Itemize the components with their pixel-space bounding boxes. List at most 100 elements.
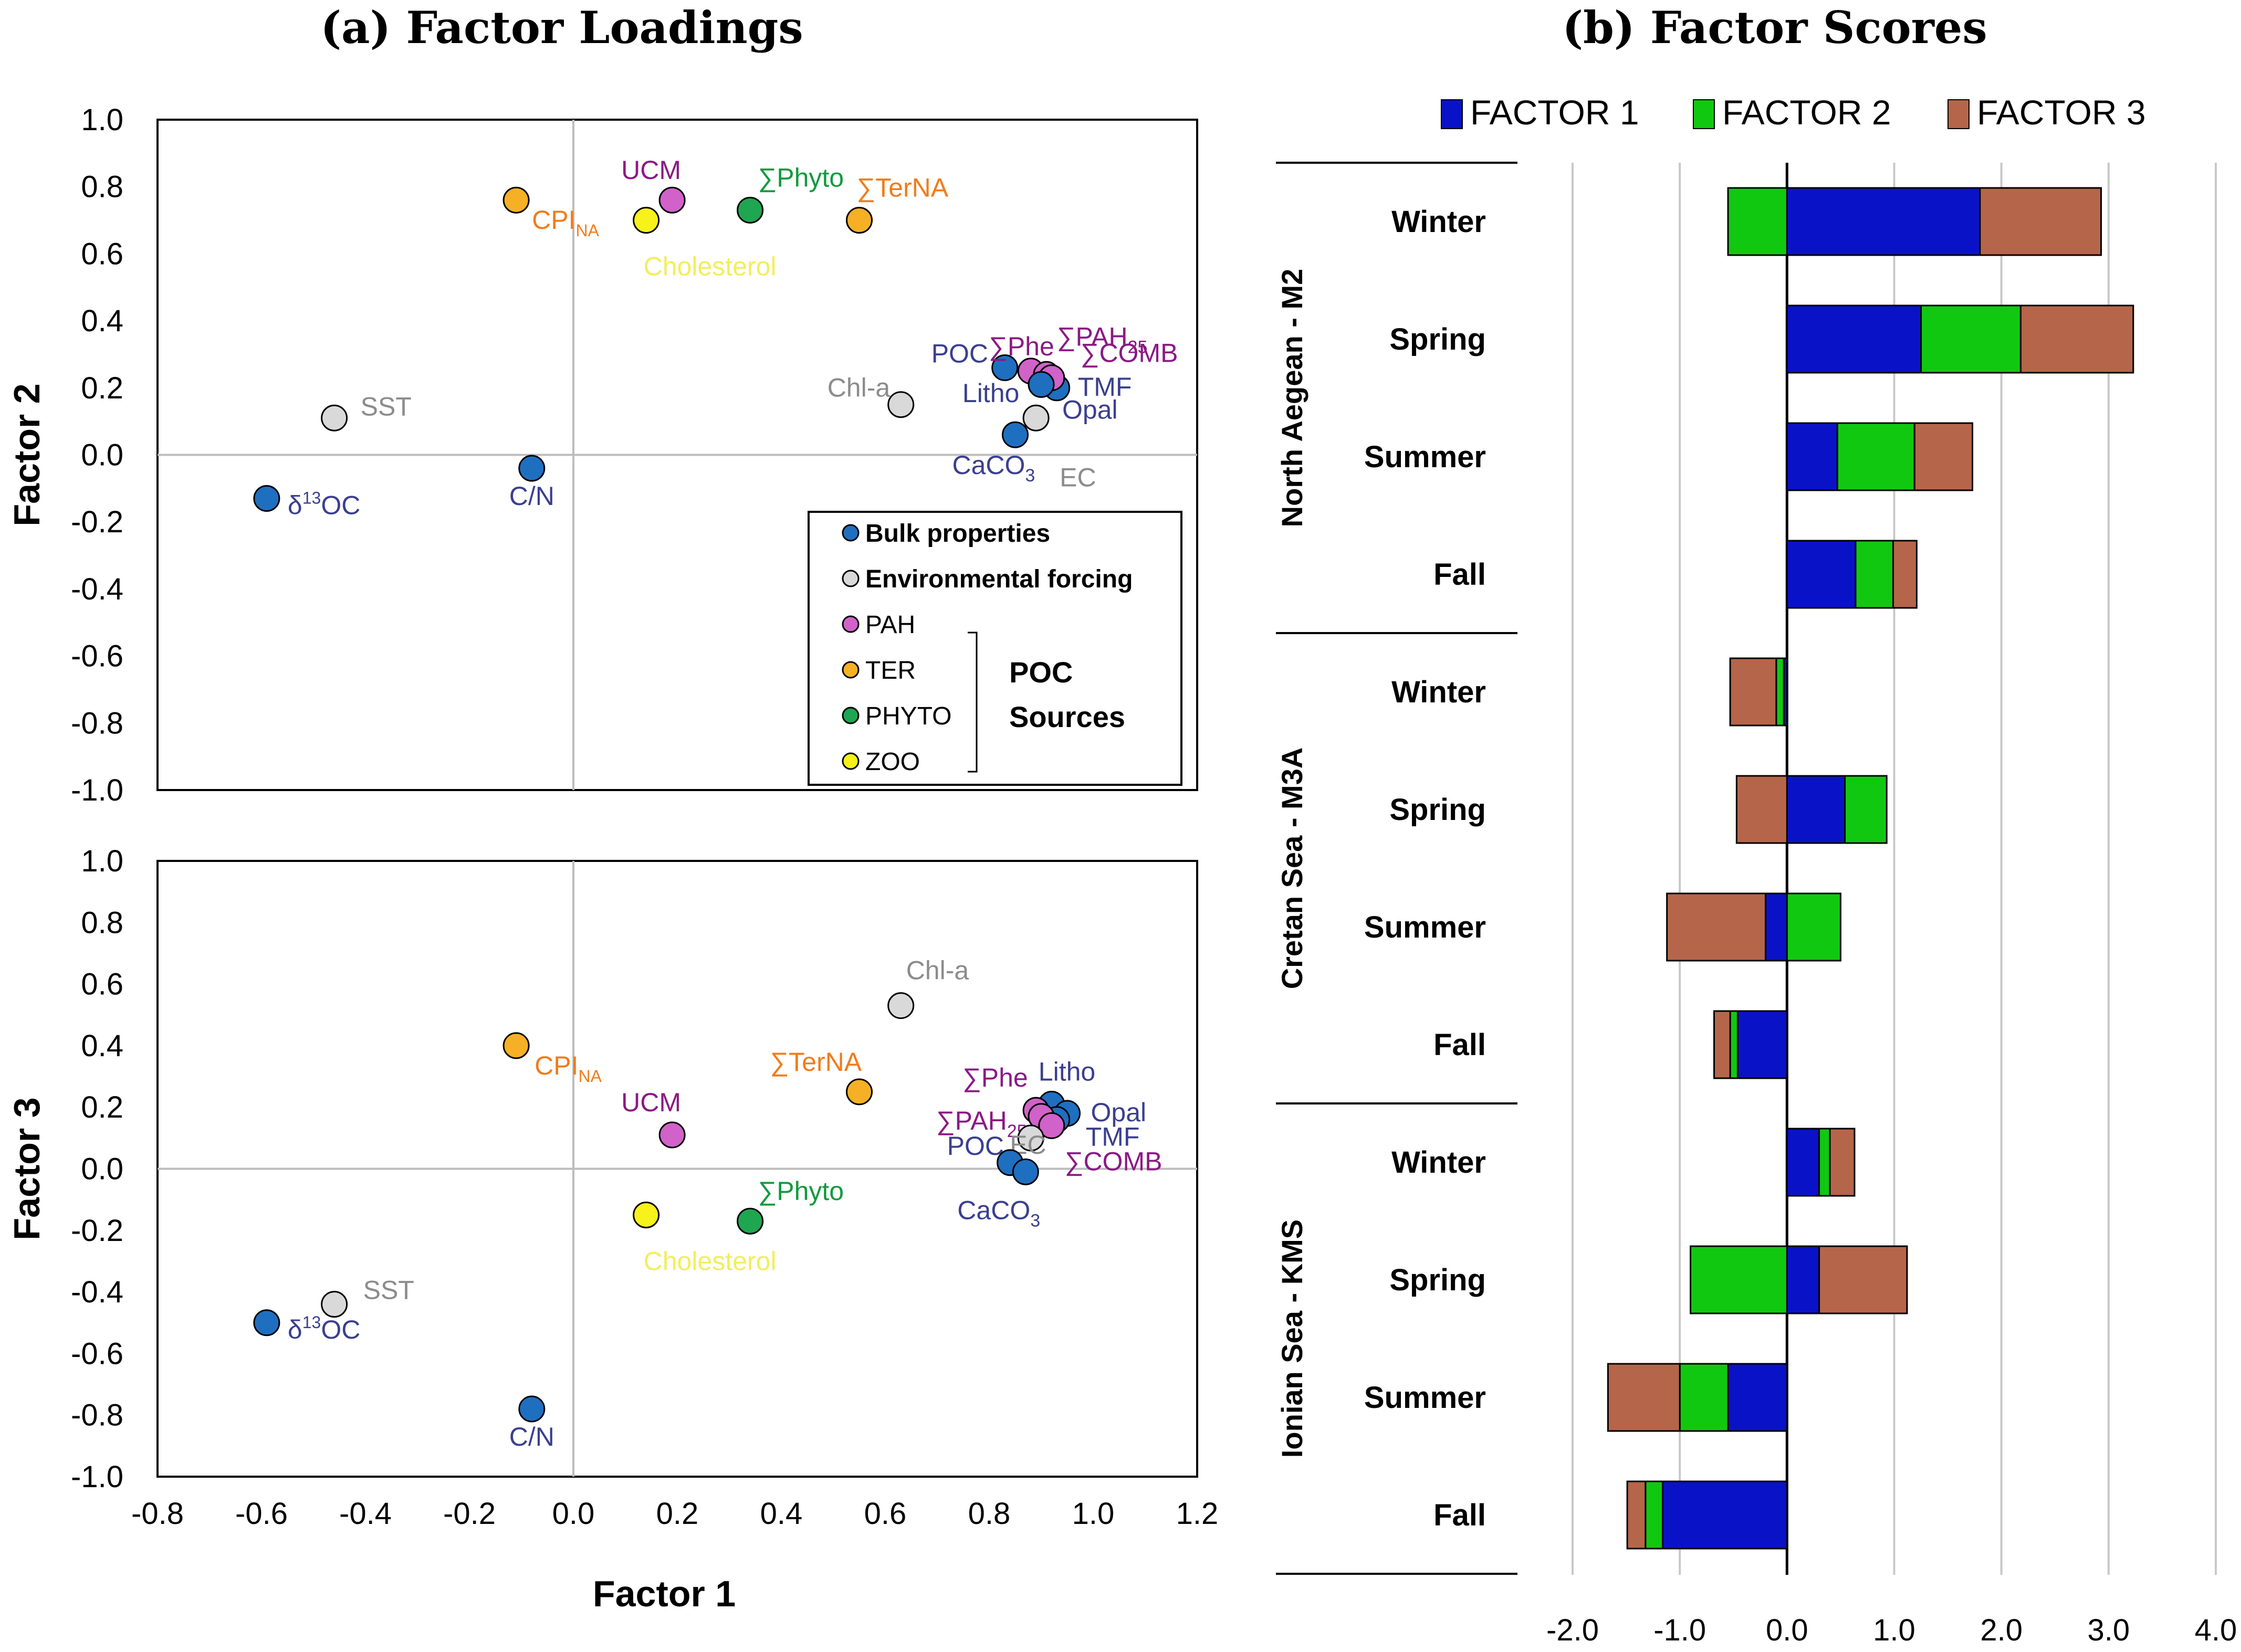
legend-label: FACTOR 1 xyxy=(1470,93,1639,132)
group-label: Ionian Sea - KMS xyxy=(1275,1219,1308,1458)
point-label: Chl-a xyxy=(828,373,891,403)
point-label: δ13OC xyxy=(288,1313,360,1344)
factor-scores-bar-chart: -2.0 -1.0 0.0 1.0 2.0 3.0 4.0 FACTOR 1 FACTOR 2 F… xyxy=(1275,93,2237,1647)
point-label: ∑Phyto xyxy=(758,1176,844,1206)
bar-segment xyxy=(1892,540,1918,609)
data-point xyxy=(502,186,530,214)
y-tick-label: -0.8 xyxy=(71,1398,123,1433)
x-tick-label: 1.2 xyxy=(1176,1497,1219,1531)
x-tick-label: 0.0 xyxy=(1766,1613,1808,1647)
legend-label: ZOO xyxy=(865,748,920,776)
data-point xyxy=(321,404,348,432)
label-part: δ xyxy=(288,1315,302,1344)
x-tick-label: 0.0 xyxy=(552,1497,595,1531)
legend-label: FACTOR 3 xyxy=(1977,93,2146,132)
point-label: POC xyxy=(947,1131,1004,1161)
bar-segment xyxy=(1836,422,1915,491)
y-tick-label: -0.2 xyxy=(71,505,123,539)
data-point xyxy=(1028,371,1055,398)
point-label: Chl-a xyxy=(906,956,969,985)
point-label: EC xyxy=(1060,462,1096,492)
bar-segment xyxy=(1818,1128,1831,1197)
y-tick-label: -0.4 xyxy=(71,572,123,606)
data-point xyxy=(846,207,873,234)
legend-bracket xyxy=(968,632,978,773)
factor3-scatter-plot: 1.00.80.60.40.20.0-0.2-0.4-0.6-0.8-1.0Fa… xyxy=(6,844,1218,1531)
x-tick-label: 0.8 xyxy=(968,1497,1011,1531)
legend-label: FACTOR 2 xyxy=(1722,93,1891,132)
x-tick-label: -0.4 xyxy=(339,1497,392,1531)
point-label: TMF xyxy=(1078,372,1132,402)
data-point xyxy=(887,391,915,418)
label-part: δ xyxy=(288,491,302,520)
bar-segment xyxy=(1666,892,1767,962)
y-tick-label: 0.4 xyxy=(81,1029,123,1063)
point-label: C/N xyxy=(509,481,554,511)
legend-label: PHYTO xyxy=(865,702,951,730)
point-label: Cholesterol xyxy=(644,1246,777,1276)
point-label: ∑Phe xyxy=(989,332,1054,361)
y-tick-label: 0.6 xyxy=(81,237,123,271)
season-label: Summer xyxy=(1364,910,1486,944)
y-tick-label: 1.0 xyxy=(81,844,123,878)
season-label: Fall xyxy=(1433,1498,1486,1532)
legend-box: Bulk properties Environmental forcing PAH T… xyxy=(808,511,1182,786)
y-tick-label: 0.4 xyxy=(81,304,123,338)
bar-segment xyxy=(1713,1010,1731,1079)
bar-segment xyxy=(1626,1480,1647,1550)
data-point xyxy=(518,1395,546,1423)
legend-marker xyxy=(842,615,860,633)
bar-segment xyxy=(1729,1010,1739,1079)
bar-segment xyxy=(1786,775,1846,844)
x-tick-label: 1.0 xyxy=(1072,1497,1115,1531)
point-label: TMF xyxy=(1086,1122,1140,1152)
legend-marker xyxy=(842,570,860,587)
point-label: Litho xyxy=(1039,1057,1095,1086)
bar-segment xyxy=(1786,1245,1820,1314)
season-label: Summer xyxy=(1364,1381,1486,1415)
point-label: C/N xyxy=(509,1422,554,1451)
data-point xyxy=(253,485,280,512)
point-label: ∑COMB xyxy=(1065,1146,1163,1176)
legend-group-label-1: POC xyxy=(1009,656,1073,689)
legend-marker xyxy=(842,524,860,542)
point-label: Opal xyxy=(1062,395,1118,424)
y-tick-label: -0.8 xyxy=(71,706,123,740)
label-part: ∑PAH xyxy=(1057,322,1128,351)
data-point xyxy=(518,455,546,482)
bar-segment xyxy=(1662,1480,1788,1550)
y-tick-label: 0.0 xyxy=(81,438,123,472)
bar-segment xyxy=(1786,422,1838,491)
point-label: CPINA xyxy=(532,205,599,240)
bar-segment xyxy=(1786,540,1857,609)
point-label: Cholesterol xyxy=(644,252,777,281)
bar-segment xyxy=(1913,422,1974,491)
data-point xyxy=(658,186,686,214)
bar-segment xyxy=(1786,304,1922,374)
point-label: POC xyxy=(931,339,988,368)
bar-segment xyxy=(1786,187,1981,256)
label-sup: 13 xyxy=(302,489,321,508)
legend-group-label-2: Sources xyxy=(1009,700,1125,733)
label-sub: 25 xyxy=(1128,337,1148,357)
bar-segment xyxy=(1786,892,1841,962)
y-tick-label: 0.2 xyxy=(81,371,123,405)
x-tick-label: 2.0 xyxy=(1980,1613,2023,1647)
bar-segment xyxy=(1979,187,2102,256)
bar-segment xyxy=(1844,775,1888,844)
label-sup: 13 xyxy=(302,1313,321,1332)
x-tick-label: 3.0 xyxy=(2088,1613,2130,1647)
x-tick-label: -1.0 xyxy=(1653,1613,1706,1647)
y-tick-label: 0.8 xyxy=(81,906,123,940)
x-tick-label: 0.2 xyxy=(656,1497,699,1531)
bar-segment xyxy=(1727,187,1788,256)
data-point xyxy=(633,1201,660,1228)
season-label: Spring xyxy=(1389,322,1486,356)
x-tick-label: -0.8 xyxy=(131,1497,184,1531)
y-tick-label: 0.0 xyxy=(81,1152,123,1186)
point-label: CPINA xyxy=(535,1051,602,1086)
legend-marker xyxy=(842,752,860,770)
data-point xyxy=(737,196,764,224)
panel-a-title: (a) Factor Loadings xyxy=(320,2,803,54)
point-label: ∑PAH25 xyxy=(936,1106,1027,1141)
